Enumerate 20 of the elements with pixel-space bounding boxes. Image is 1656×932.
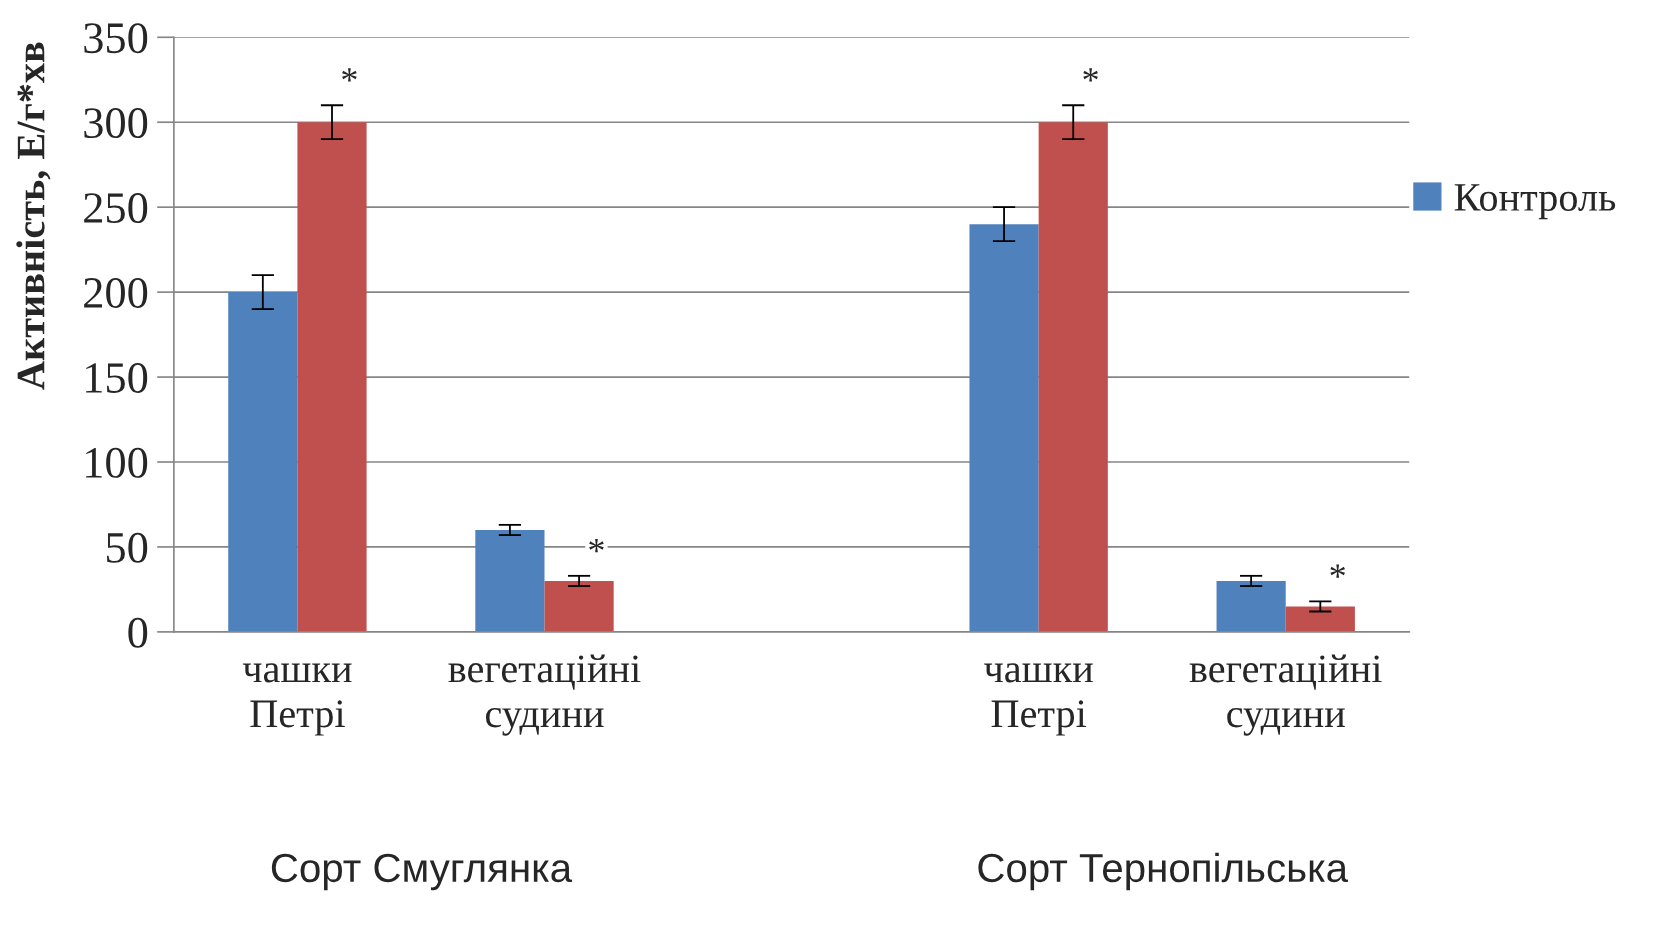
text: Сорт Тернопільська: [978, 852, 1349, 891]
x-tick-label: чашки Петрі: [984, 663, 1093, 736]
data-label: *: [342, 68, 357, 82]
data-label: *: [1083, 68, 1098, 82]
y-tick-label: 250: [84, 193, 148, 224]
legend-label: Контроль: [1454, 184, 1616, 220]
x-tick-label: чашки Петрі: [242, 663, 352, 736]
y-tick-label: 300: [84, 108, 148, 139]
y-tick-label: 0: [128, 617, 148, 648]
text: Сорт Смуглянка: [271, 853, 573, 891]
y-tick-label: 50: [107, 532, 148, 563]
y-tick-label: 350: [84, 23, 148, 54]
x-tick-label: вегетаційні судини: [1189, 654, 1382, 736]
data-label: *: [589, 538, 604, 553]
y-tick-label: 100: [86, 447, 148, 478]
y-axis-title: Активність, Е/г*хв: [16, 42, 51, 390]
y-tick-label: 200: [84, 277, 148, 308]
y-tick-label: 150: [86, 362, 148, 393]
x-tick-label: вегетаційні судини: [448, 654, 641, 736]
data-label: *: [1330, 564, 1345, 578]
